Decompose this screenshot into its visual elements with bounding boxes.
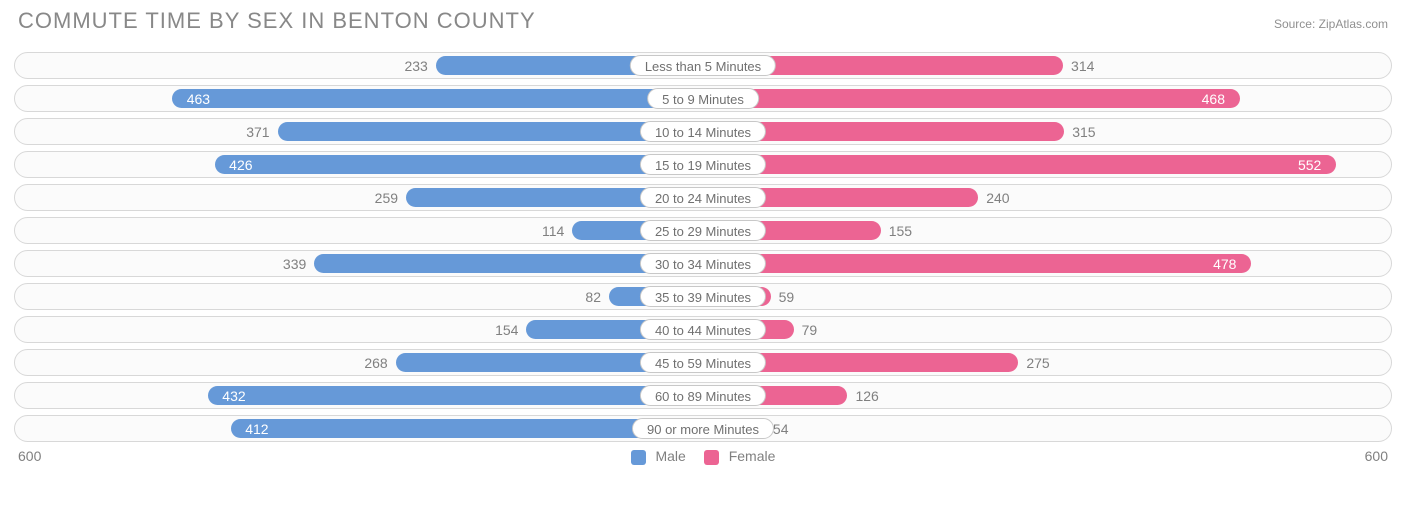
female-half: 552 <box>703 152 1391 177</box>
category-label: 10 to 14 Minutes <box>640 121 766 142</box>
male-value: 463 <box>187 86 210 113</box>
female-half: 468 <box>703 86 1391 111</box>
male-bar <box>172 89 703 108</box>
male-bar <box>208 386 703 405</box>
chart-row: 463 468 5 to 9 Minutes <box>14 85 1392 112</box>
male-bar <box>215 155 703 174</box>
female-half: 155 <box>703 218 1391 243</box>
category-label: 15 to 19 Minutes <box>640 154 766 175</box>
category-label: 60 to 89 Minutes <box>640 385 766 406</box>
female-value: 59 <box>779 284 795 311</box>
male-half: 463 <box>15 86 703 111</box>
female-half: 79 <box>703 317 1391 342</box>
female-value: 478 <box>1213 251 1236 278</box>
category-label: 20 to 24 Minutes <box>640 187 766 208</box>
male-half: 268 <box>15 350 703 375</box>
header: COMMUTE TIME BY SEX IN BENTON COUNTY Sou… <box>14 8 1392 34</box>
category-label: 90 or more Minutes <box>632 418 774 439</box>
male-half: 259 <box>15 185 703 210</box>
category-label: 40 to 44 Minutes <box>640 319 766 340</box>
male-half: 82 <box>15 284 703 309</box>
female-half: 240 <box>703 185 1391 210</box>
chart-row: 114 155 25 to 29 Minutes <box>14 217 1392 244</box>
category-label: 5 to 9 Minutes <box>647 88 759 109</box>
legend: Male Female <box>631 448 776 465</box>
legend-male-label: Male <box>655 448 685 464</box>
male-value: 412 <box>245 416 268 443</box>
category-label: 35 to 39 Minutes <box>640 286 766 307</box>
female-value: 275 <box>1026 350 1049 377</box>
legend-female-label: Female <box>729 448 776 464</box>
male-value: 154 <box>495 317 518 344</box>
male-half: 339 <box>15 251 703 276</box>
male-half: 371 <box>15 119 703 144</box>
female-value: 54 <box>773 416 789 443</box>
male-value: 426 <box>229 152 252 179</box>
diverging-bar-chart: 233 314 Less than 5 Minutes 463 468 5 to 9 Mi… <box>14 52 1392 442</box>
female-value: 126 <box>855 383 878 410</box>
female-value: 315 <box>1072 119 1095 146</box>
female-value: 155 <box>889 218 912 245</box>
category-label: Less than 5 Minutes <box>630 55 776 76</box>
chart-row: 432 126 60 to 89 Minutes <box>14 382 1392 409</box>
male-value: 371 <box>246 119 269 146</box>
female-half: 478 <box>703 251 1391 276</box>
female-half: 275 <box>703 350 1391 375</box>
female-value: 314 <box>1071 53 1094 80</box>
chart-row: 371 315 10 to 14 Minutes <box>14 118 1392 145</box>
legend-item-male: Male <box>631 448 686 465</box>
chart-row: 233 314 Less than 5 Minutes <box>14 52 1392 79</box>
chart-row: 426 552 15 to 19 Minutes <box>14 151 1392 178</box>
male-value: 268 <box>364 350 387 377</box>
male-value: 432 <box>222 383 245 410</box>
female-half: 54 <box>703 416 1391 441</box>
male-half: 233 <box>15 53 703 78</box>
female-bar <box>703 254 1251 273</box>
male-value: 339 <box>283 251 306 278</box>
chart-title: COMMUTE TIME BY SEX IN BENTON COUNTY <box>18 8 536 34</box>
category-label: 25 to 29 Minutes <box>640 220 766 241</box>
male-value: 114 <box>542 218 564 245</box>
female-bar <box>703 89 1240 108</box>
chart-row: 412 5490 or more Minutes <box>14 415 1392 442</box>
chart-footer: 600 Male Female 600 <box>14 448 1392 465</box>
male-half: 114 <box>15 218 703 243</box>
chart-row: 259 240 20 to 24 Minutes <box>14 184 1392 211</box>
chart-row: 154 79 40 to 44 Minutes <box>14 316 1392 343</box>
female-half: 314 <box>703 53 1391 78</box>
female-bar <box>703 155 1336 174</box>
male-half: 432 <box>15 383 703 408</box>
axis-max-right: 600 <box>1365 448 1388 464</box>
male-value: 233 <box>404 53 427 80</box>
female-value: 468 <box>1202 86 1225 113</box>
female-value: 552 <box>1298 152 1321 179</box>
female-value: 240 <box>986 185 1009 212</box>
category-label: 45 to 59 Minutes <box>640 352 766 373</box>
source-attribution: Source: ZipAtlas.com <box>1274 17 1388 31</box>
male-value: 82 <box>585 284 601 311</box>
female-swatch-icon <box>704 450 719 465</box>
male-half: 412 <box>15 416 703 441</box>
female-half: 315 <box>703 119 1391 144</box>
male-value: 259 <box>375 185 398 212</box>
male-swatch-icon <box>631 450 646 465</box>
female-half: 59 <box>703 284 1391 309</box>
female-half: 126 <box>703 383 1391 408</box>
legend-item-female: Female <box>704 448 776 465</box>
axis-max-left: 600 <box>18 448 41 464</box>
female-value: 79 <box>802 317 818 344</box>
chart-row: 268 275 45 to 59 Minutes <box>14 349 1392 376</box>
male-half: 426 <box>15 152 703 177</box>
category-label: 30 to 34 Minutes <box>640 253 766 274</box>
male-half: 154 <box>15 317 703 342</box>
chart-row: 339 478 30 to 34 Minutes <box>14 250 1392 277</box>
chart-row: 82 59 35 to 39 Minutes <box>14 283 1392 310</box>
